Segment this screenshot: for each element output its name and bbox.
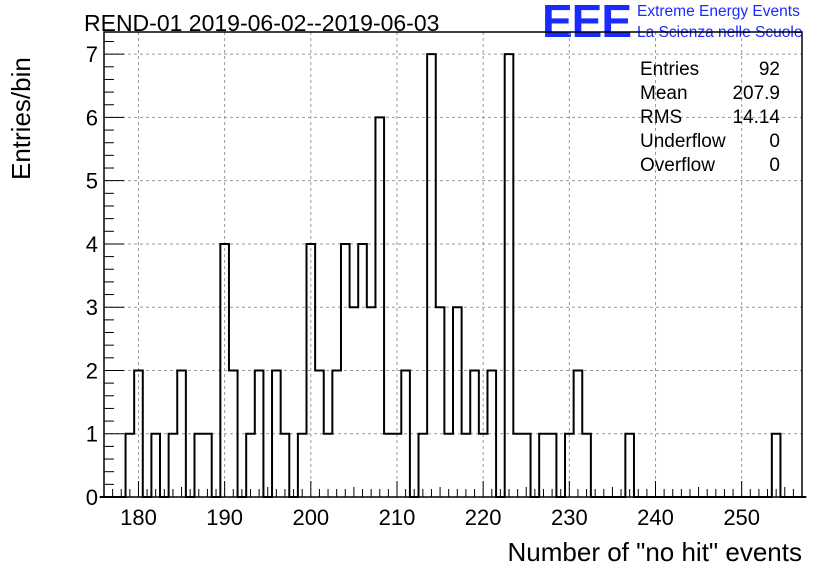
y-tick-label: 3: [86, 295, 98, 320]
x-tick-label: 240: [637, 505, 674, 530]
histogram-bin: [367, 307, 376, 497]
x-tick-label: 210: [379, 505, 416, 530]
histogram-bin: [151, 434, 160, 497]
axes-layer: 180 190 200 210 220 230 240 250 0 1 2 3 4 5 6 7: [86, 31, 803, 530]
y-tick-label: 2: [86, 358, 98, 383]
histogram-bin: [625, 434, 634, 497]
histogram-bin: [470, 370, 479, 497]
x-tick-label: 180: [120, 505, 157, 530]
stats-row-entries: Entries 92: [640, 58, 780, 82]
histogram-bin: [126, 434, 135, 497]
stats-row-overflow: Overflow 0: [640, 154, 780, 178]
histogram-bin: [220, 244, 229, 497]
stats-label: Mean: [640, 83, 688, 104]
stats-value: 207.9: [732, 83, 780, 104]
histogram-bin: [548, 434, 557, 497]
histogram-bin: [582, 434, 591, 497]
stats-label: Entries: [640, 59, 700, 80]
histogram-bin: [444, 434, 453, 497]
histogram-bin: [358, 244, 367, 497]
histogram-bin: [134, 370, 143, 497]
x-tick-label: 190: [206, 505, 243, 530]
y-tick-label: 1: [86, 422, 98, 447]
stats-label: Underflow: [640, 131, 726, 152]
stats-value: 0: [769, 131, 780, 152]
histogram-bin: [281, 434, 290, 497]
x-tick-label: 250: [723, 505, 760, 530]
histogram-bin: [384, 434, 393, 497]
histogram-bin: [375, 117, 384, 497]
histogram-bin: [772, 434, 781, 497]
stats-row-underflow: Underflow 0: [640, 130, 780, 154]
x-tick-label: 220: [465, 505, 502, 530]
histogram-bin: [419, 434, 428, 497]
y-tick-label: 4: [86, 232, 98, 257]
histogram-bin: [462, 434, 471, 497]
histogram-bin: [169, 434, 178, 497]
eee-logo: EEE Extreme Energy Events La Scienza nel…: [542, 0, 832, 47]
y-tick-label: 6: [86, 105, 98, 130]
logo-line-1: Extreme Energy Events: [637, 3, 800, 20]
histogram-bin: [177, 370, 186, 497]
y-tick-label: 5: [86, 169, 98, 194]
histogram-bin: [350, 307, 359, 497]
y-tick-label: 0: [86, 485, 98, 510]
histogram-bin: [229, 370, 238, 497]
stats-value: 14.14: [732, 107, 780, 128]
histogram-bin: [505, 54, 514, 497]
histogram-bin: [246, 434, 255, 497]
histogram-bin: [574, 370, 583, 497]
stats-row-mean: Mean 207.9: [640, 82, 780, 106]
stats-value: 0: [769, 155, 780, 176]
histogram-bin: [272, 370, 281, 497]
y-tick-label: 7: [86, 42, 98, 67]
histogram-bin: [194, 434, 203, 497]
histogram-bin: [203, 434, 212, 497]
stats-label: RMS: [640, 107, 683, 128]
histogram-bin: [341, 244, 350, 497]
histogram-bin: [332, 370, 341, 497]
stats-box: Entries 92 Mean 207.9 RMS 14.14 Underflo…: [640, 58, 780, 178]
histogram-bin: [436, 307, 445, 497]
histogram-bin: [401, 370, 410, 497]
x-axis-label: Number of "no hit" events: [507, 537, 803, 567]
histogram-bin: [324, 434, 333, 497]
histogram-bin: [427, 54, 436, 497]
histogram-step-line: [99, 53, 807, 498]
x-tick-label: 230: [551, 505, 588, 530]
histogram-bin: [487, 370, 496, 497]
histogram-bin: [453, 307, 462, 497]
x-tick-label: 200: [292, 505, 329, 530]
stats-row-rms: RMS 14.14: [640, 106, 780, 130]
histogram-bin: [298, 434, 307, 497]
stats-value: 92: [758, 59, 780, 80]
histogram-bin: [315, 370, 324, 497]
stats-label: Overflow: [640, 155, 715, 176]
histogram-bin: [307, 244, 316, 497]
eee-logo-mark: EEE: [542, 0, 632, 47]
histogram-bin: [255, 370, 264, 497]
histogram-bin: [513, 434, 522, 497]
plot-frame: [103, 31, 803, 498]
histogram-bin: [539, 434, 548, 497]
